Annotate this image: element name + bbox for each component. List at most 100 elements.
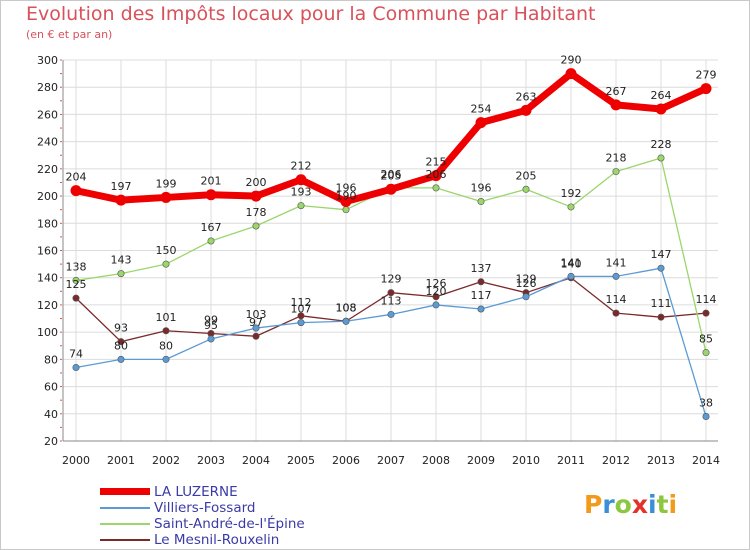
data-label-3: 129 (516, 273, 537, 286)
legend-swatch (100, 523, 150, 525)
legend-swatch (100, 507, 150, 509)
data-label-3: 112 (291, 296, 312, 309)
data-label-0: 200 (246, 176, 267, 189)
y-tick-label: 60 (44, 381, 58, 394)
series-point-0 (565, 68, 577, 80)
legend-label: Villiers-Fossard (154, 500, 256, 516)
legend-swatch (100, 539, 150, 541)
logo-letter: t (656, 490, 669, 519)
series-point-1 (387, 310, 395, 318)
y-tick-label: 220 (37, 163, 58, 176)
data-label-0: 205 (381, 169, 402, 182)
data-label-1: 108 (336, 301, 357, 314)
data-label-2: 218 (606, 152, 627, 165)
x-tick-label: 2009 (467, 454, 495, 467)
series-point-2 (567, 203, 575, 211)
y-tick-label: 20 (44, 435, 58, 448)
series-point-3 (297, 312, 305, 320)
logo-letter: P (584, 490, 603, 519)
data-label-2: 206 (426, 168, 447, 181)
series-point-0 (340, 196, 352, 208)
data-label-3: 114 (606, 293, 627, 306)
series-point-2 (657, 154, 665, 162)
data-label-2: 205 (516, 169, 537, 182)
x-tick-label: 2001 (107, 454, 135, 467)
series-point-1 (522, 293, 530, 301)
data-label-1: 113 (381, 294, 402, 307)
x-tick-label: 2000 (62, 454, 90, 467)
data-label-2: 228 (651, 138, 672, 151)
y-tick-label: 140 (37, 272, 58, 285)
series-point-2 (207, 237, 215, 245)
data-label-2: 190 (336, 190, 357, 203)
y-tick-label: 300 (37, 54, 58, 67)
data-label-2: 143 (111, 254, 132, 267)
x-tick-label: 2011 (557, 454, 585, 467)
data-label-0: 290 (561, 54, 582, 67)
series-point-2 (297, 202, 305, 210)
series-point-1 (162, 355, 170, 363)
series-point-1 (252, 324, 260, 332)
series-point-0 (610, 99, 622, 111)
series-point-0 (70, 185, 82, 197)
series-point-2 (117, 270, 125, 278)
series-point-1 (657, 264, 665, 272)
data-label-3: 129 (381, 273, 402, 286)
series-point-3 (477, 278, 485, 286)
series-point-3 (702, 309, 710, 317)
data-label-3: 137 (471, 262, 492, 275)
data-label-2: 138 (66, 260, 87, 273)
series-point-0 (700, 83, 712, 95)
y-tick-label: 40 (44, 408, 58, 421)
legend-label: Saint-André-de-l'Épine (154, 516, 305, 532)
series-point-1 (612, 272, 620, 280)
x-tick-label: 2004 (242, 454, 270, 467)
data-label-0: 199 (156, 177, 177, 190)
data-label-1: 38 (699, 397, 713, 410)
data-label-0: 263 (516, 90, 537, 103)
data-label-2: 193 (291, 186, 312, 199)
data-label-3: 93 (114, 322, 128, 335)
series-point-2 (522, 185, 530, 193)
series-point-0 (475, 117, 487, 129)
data-label-3: 114 (696, 293, 717, 306)
data-label-1: 147 (651, 248, 672, 261)
series-point-0 (115, 194, 127, 206)
x-tick-label: 2012 (602, 454, 630, 467)
x-tick-label: 2003 (197, 454, 225, 467)
data-label-0: 204 (66, 171, 87, 184)
legend-label: LA LUZERNE (154, 484, 238, 500)
x-tick-label: 2014 (692, 454, 720, 467)
series-point-3 (117, 338, 125, 346)
data-label-1: 126 (516, 277, 537, 290)
y-tick-label: 120 (37, 299, 58, 312)
data-label-0: 279 (696, 69, 717, 82)
data-label-3: 99 (204, 314, 218, 327)
y-tick-label: 160 (37, 245, 58, 258)
data-label-3: 125 (66, 278, 87, 291)
data-label-0: 215 (426, 156, 447, 169)
series-point-1 (297, 319, 305, 327)
data-label-1: 95 (204, 319, 218, 332)
data-label-1: 107 (291, 303, 312, 316)
data-label-2: 206 (381, 168, 402, 181)
data-label-1: 141 (561, 256, 582, 269)
series-point-1 (477, 305, 485, 313)
y-tick-label: 200 (37, 190, 58, 203)
y-tick-label: 180 (37, 217, 58, 230)
legend-swatch (100, 488, 150, 495)
series-point-3 (387, 289, 395, 297)
x-tick-label: 2002 (152, 454, 180, 467)
data-label-0: 267 (606, 85, 627, 98)
legend-label: Le Mesnil-Rouxelin (154, 532, 280, 548)
series-point-3 (612, 309, 620, 317)
proxiti-logo: Proxiti (584, 490, 677, 519)
series-point-1 (342, 317, 350, 325)
logo-letter: i (668, 490, 678, 519)
y-tick-label: 260 (37, 108, 58, 121)
series-point-0 (250, 190, 262, 202)
series-point-2 (432, 184, 440, 192)
x-tick-label: 2006 (332, 454, 360, 467)
data-label-3: 101 (156, 311, 177, 324)
